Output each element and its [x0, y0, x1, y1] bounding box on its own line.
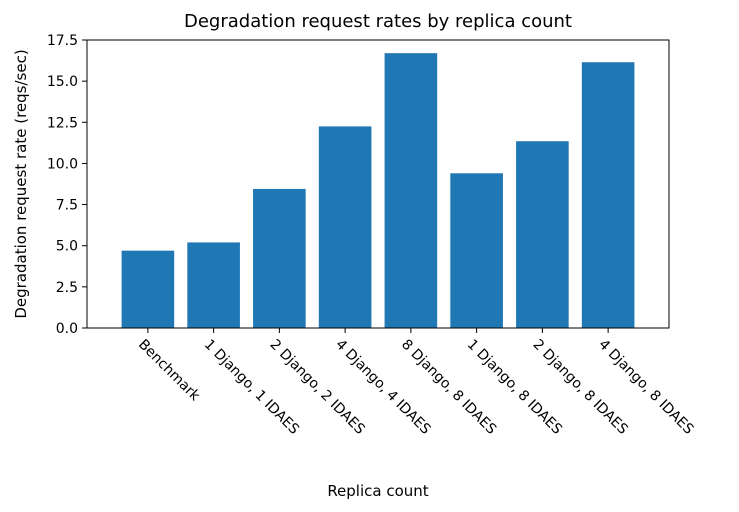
y-tick-label: 10.0 — [47, 156, 78, 172]
bar-8 — [581, 62, 635, 328]
bar-7 — [516, 141, 569, 328]
y-tick-label: 17.5 — [47, 33, 78, 49]
y-tick-label: 5.0 — [56, 239, 78, 255]
y-tick-label: 0.0 — [56, 321, 78, 337]
bar-3 — [253, 188, 306, 328]
y-tick-label: 12.5 — [47, 115, 78, 131]
bar-5 — [384, 53, 438, 329]
bars — [121, 53, 635, 329]
y-tick-label: 7.5 — [56, 198, 78, 214]
bar-2 — [187, 242, 240, 328]
bar-1 — [121, 250, 175, 328]
plot-frame — [86, 39, 670, 329]
chart-title: Degradation request rates by replica cou… — [184, 11, 572, 32]
bar-6 — [450, 173, 503, 328]
y-tick-label: 15.0 — [47, 74, 78, 90]
y-axis-label: Degradation request rate (reqs/sec) — [12, 49, 30, 318]
y-tick-label: 2.5 — [56, 280, 78, 296]
x-axis-label: Replica count — [327, 482, 428, 500]
bar-4 — [318, 126, 372, 329]
x-tick-label: Benchmark — [135, 337, 203, 405]
y-axis-ticks: 0.0 2.5 5.0 7.5 10.0 12.5 15.0 17.5 — [47, 33, 87, 337]
